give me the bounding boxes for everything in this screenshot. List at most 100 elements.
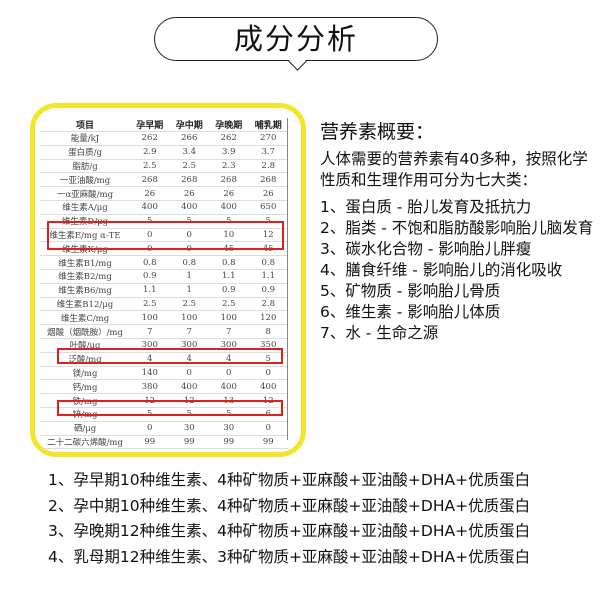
summary-item: 7、水 - 生命之源	[320, 324, 439, 342]
cell-value: 99	[169, 435, 209, 450]
row-label: 维生素B2/mg	[40, 269, 130, 284]
cell-value: 650	[248, 200, 288, 215]
page-title: 成分分析	[154, 17, 438, 61]
cell-value: 1.1	[209, 269, 249, 284]
row-label: 烟酸（烟酰胺）/mg	[40, 324, 130, 339]
cell-value: 1	[169, 283, 209, 298]
highlight-magnesium	[57, 348, 283, 364]
cell-value: 0.9	[209, 283, 249, 298]
highlight-vitamin-e-k	[47, 221, 284, 250]
cell-value: 26	[169, 186, 209, 201]
cell-value: 2.5	[130, 159, 170, 174]
cell-value: 140	[130, 366, 170, 381]
cell-value: 0.8	[169, 255, 209, 270]
summary-heading: 营养素概要：	[320, 121, 435, 143]
table-row: 脂肪/g 2.5 2.5 2.3 2.8	[40, 159, 288, 174]
row-label: 维生素B6/mg	[40, 283, 130, 298]
summary-intro: 人体需要的营养素有40多种，按照化学性质和生理作用可分为七大类：	[320, 150, 588, 189]
cell-value: 400	[169, 379, 209, 395]
table-border	[287, 118, 288, 440]
cell-value: 30	[169, 421, 209, 436]
cell-value: 0	[209, 366, 249, 381]
row-label: 脂肪/g	[40, 159, 130, 174]
row-label: 一α亚麻酸/mg	[40, 186, 130, 201]
table-row: 一α亚麻酸/mg 26 26 26 26	[40, 186, 288, 201]
row-label: 维生素B1/mg	[40, 255, 130, 270]
cell-value: 1.1	[130, 283, 170, 298]
cell-value: 3.7	[248, 145, 288, 160]
cell-value: 2.5	[169, 297, 209, 312]
column-header: 孕晚期	[209, 118, 249, 132]
table-row: 二十二碳六烯酸/mg 99 99 99 99	[40, 435, 288, 450]
cell-value: 100	[169, 310, 209, 326]
table-row: 蛋白质/g 2.9 3.4 3.9 3.7	[40, 145, 288, 160]
cell-value: 99	[130, 435, 170, 450]
cell-value: 400	[248, 379, 288, 395]
table-row: 钙/mg 380 400 400 400	[40, 379, 288, 395]
row-label: 能量/kJ	[40, 131, 130, 146]
cell-value: 2.9	[130, 145, 170, 160]
table-header: 项目 孕早期 孕中期 孕晚期 哺乳期	[40, 118, 288, 132]
cell-value: 268	[248, 172, 288, 188]
cell-value: 2.3	[209, 159, 249, 174]
cell-value: 100	[130, 310, 170, 326]
cell-value: 26	[130, 186, 170, 201]
table-frame	[30, 103, 306, 457]
cell-value: 100	[209, 310, 249, 326]
table-row: 维生素B12/μg 2.5 2.5 2.5 2.8	[40, 297, 288, 312]
cell-value: 400	[169, 200, 209, 215]
cell-value: 0.8	[248, 255, 288, 270]
cell-value: 2.5	[209, 297, 249, 312]
stage-item: 4、乳母期12种维生素、3种矿物质+亚麻酸+亚油酸+DHA+优质蛋白	[48, 547, 531, 566]
table-row: 维生素B6/mg 1.1 1 0.9 0.9	[40, 283, 288, 298]
summary-item: 2、脂类 - 不饱和脂肪酸影响胎儿脑发育	[320, 219, 594, 237]
cell-value: 26	[209, 186, 249, 201]
nutrient-summary: 营养素概要： 人体需要的营养素有40多种，按照化学性质和生理作用可分为七大类： …	[320, 122, 595, 344]
cell-value: 2.5	[130, 297, 170, 312]
stage-item: 2、孕中期10种维生素、4种矿物质+亚麻酸+亚油酸+DHA+优质蛋白	[48, 496, 531, 515]
cell-value: 10	[209, 228, 249, 243]
cell-value: 99	[248, 435, 288, 450]
cell-value: 268	[169, 172, 209, 188]
summary-item: 4、膳食纤维 - 影响胎儿的消化吸收	[320, 261, 563, 279]
column-header: 孕中期	[169, 118, 209, 132]
stage-item: 3、孕晚期12种维生素、4种矿物质+亚麻酸+亚油酸+DHA+优质蛋白	[48, 522, 531, 540]
cell-value: 30	[209, 421, 249, 436]
row-label: 维生素B12/μg	[40, 297, 130, 312]
cell-value: 12	[248, 228, 288, 243]
row-label: 一亚油酸/mg	[40, 172, 130, 188]
cell-value: 266	[169, 131, 209, 146]
cell-value: 3.4	[169, 145, 209, 160]
cell-value: 2.8	[248, 159, 288, 174]
cell-value: 7	[209, 324, 249, 339]
column-header: 项目	[40, 118, 130, 132]
table-row: 维生素A/μg 400 400 400 650	[40, 200, 288, 215]
cell-value: 268	[209, 172, 249, 188]
table-row: 维生素B1/mg 0.8 0.8 0.8 0.8	[40, 255, 288, 270]
row-label: 二十二碳六烯酸/mg	[40, 435, 130, 450]
cell-value: 2.8	[248, 297, 288, 312]
stage-list: 1、孕早期10种维生素、4种矿物质+亚麻酸+亚油酸+DHA+优质蛋白 2、孕中期1…	[48, 468, 530, 570]
cell-value: 1	[169, 269, 209, 284]
row-label: 蛋白质/g	[40, 145, 130, 160]
cell-value: 0	[169, 366, 209, 381]
table-row: 维生素B2/mg 0.9 1 1.1 1.1	[40, 269, 288, 284]
cell-value: 0.9	[130, 269, 170, 284]
cell-value: 8	[248, 324, 288, 339]
cell-value: 0	[130, 228, 170, 243]
cell-value: 7	[130, 324, 170, 339]
cell-value: 262	[209, 131, 249, 146]
cell-value: 0.8	[130, 255, 170, 270]
cell-value: 268	[130, 172, 170, 188]
table-row: 能量/kJ 262 266 262 270	[40, 131, 288, 146]
table-row: 硒/μg 0 30 30 0	[40, 421, 288, 436]
summary-item: 6、维生素 - 影响胎儿体质	[320, 303, 501, 321]
table-row: 镁/mg 140 0 0 0	[40, 366, 288, 381]
summary-item: 3、碳水化合物 - 影响胎儿胖瘦	[320, 240, 532, 258]
stage-item: 1、孕早期10种维生素、4种矿物质+亚麻酸+亚油酸+DHA+优质蛋白	[48, 471, 531, 489]
highlight-selenium	[57, 400, 283, 416]
table-row: 一亚油酸/mg 268 268 268 268	[40, 172, 288, 188]
row-label: 维生素E/mg α-TE	[40, 228, 130, 243]
cell-value: 380	[130, 379, 170, 395]
cell-value: 7	[169, 324, 209, 339]
